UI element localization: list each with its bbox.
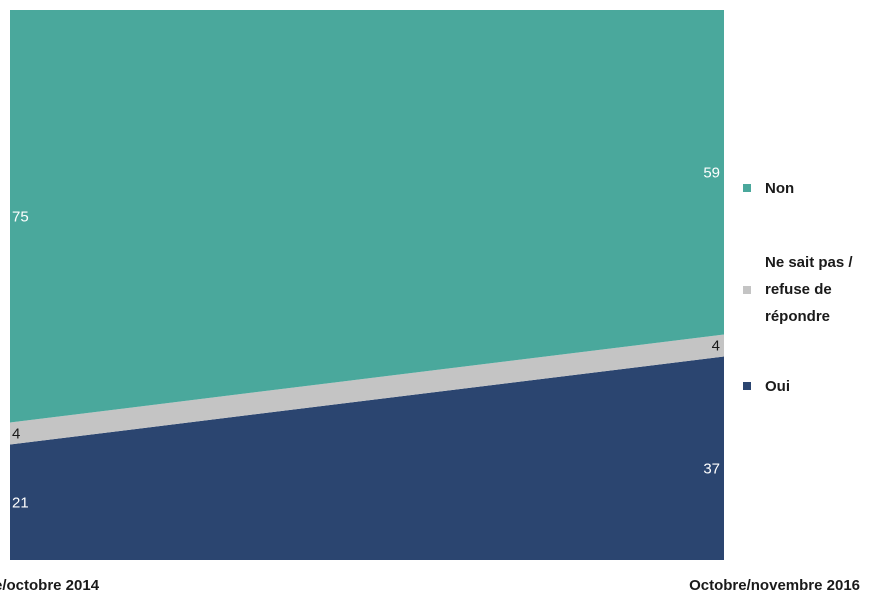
legend-swatch-non	[743, 184, 751, 192]
value-label-layer: 21 37 4 4 75 59	[12, 164, 720, 511]
value-label-non-start: 75	[12, 208, 29, 225]
legend-item-non: Non	[743, 180, 794, 197]
legend-swatch-nsp	[743, 286, 751, 294]
legend-label-non-line-1: Non	[765, 180, 794, 197]
legend-label-nsp-line-1: Ne sait pas /	[765, 254, 853, 271]
legend-label-oui-line-1: Oui	[765, 378, 790, 395]
area-ne-sait-pas-refuse-de-repondre	[10, 334, 724, 445]
value-label-ne-sait-pas-refuse-de-repondre-start: 4	[12, 426, 20, 443]
area-non	[10, 10, 724, 423]
x-label-end: Octobre/novembre 2016	[689, 577, 860, 594]
legend-label-nsp-line-3: répondre	[765, 308, 830, 325]
value-label-non-end: 59	[703, 164, 720, 181]
legend-label-nsp-line-2: refuse de	[765, 281, 832, 298]
value-label-ne-sait-pas-refuse-de-repondre-end: 4	[712, 338, 720, 355]
legend: Non Ne sait pas / refuse de répondre Oui	[743, 180, 853, 395]
legend-item-oui: Oui	[743, 378, 790, 395]
legend-item-nsp: Ne sait pas / refuse de répondre	[743, 254, 853, 325]
area-oui	[10, 356, 724, 560]
value-label-oui-end: 37	[703, 460, 720, 477]
value-label-oui-start: 21	[12, 494, 29, 511]
x-label-start: e/octobre 2014	[0, 577, 100, 594]
legend-swatch-oui	[743, 382, 751, 390]
area-layer	[10, 10, 724, 560]
x-axis-labels: e/octobre 2014 Octobre/novembre 2016	[0, 577, 860, 594]
